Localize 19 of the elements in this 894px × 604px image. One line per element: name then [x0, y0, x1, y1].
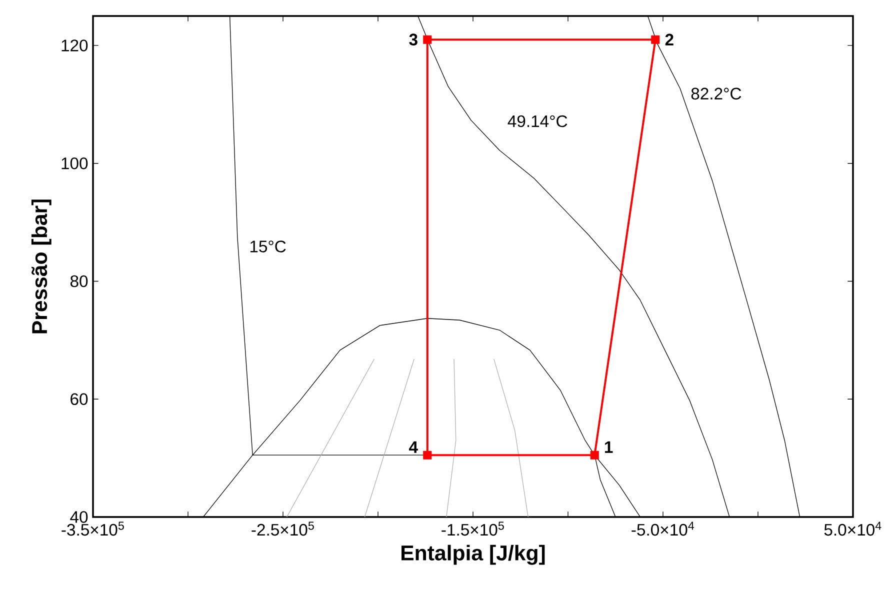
x-tick-label: -1.5×10$^{5}$ [442, 522, 504, 536]
annotation: 4 [409, 441, 418, 453]
y-tick-label: 40 [70, 511, 88, 523]
y-tick-label: 120 [62, 40, 88, 52]
annotation: 3 [409, 34, 418, 46]
annotation: 82.2°C [691, 88, 742, 100]
y-tick-label: 60 [70, 393, 88, 406]
annotation: 49.14°C [508, 115, 568, 128]
annotation: 1 [605, 441, 613, 453]
annotation: 15°C [250, 240, 286, 252]
x-tick-label: -3.5×10$^{5}$ [62, 522, 124, 536]
y-axis-title: Pressão [bar] [31, 200, 52, 334]
y-tick-label: 100 [62, 157, 88, 170]
x-tick-label: 5.0×10$^{4}$ [824, 522, 882, 536]
x-tick-label: -5.0×10$^{4}$ [632, 522, 694, 536]
x-axis-title: Entalpia [J/kg] [402, 544, 545, 565]
x-tick-label: -2.5×10$^{5}$ [252, 522, 314, 536]
y-tick-label: 80 [70, 275, 88, 288]
annotation: 2 [665, 34, 674, 46]
